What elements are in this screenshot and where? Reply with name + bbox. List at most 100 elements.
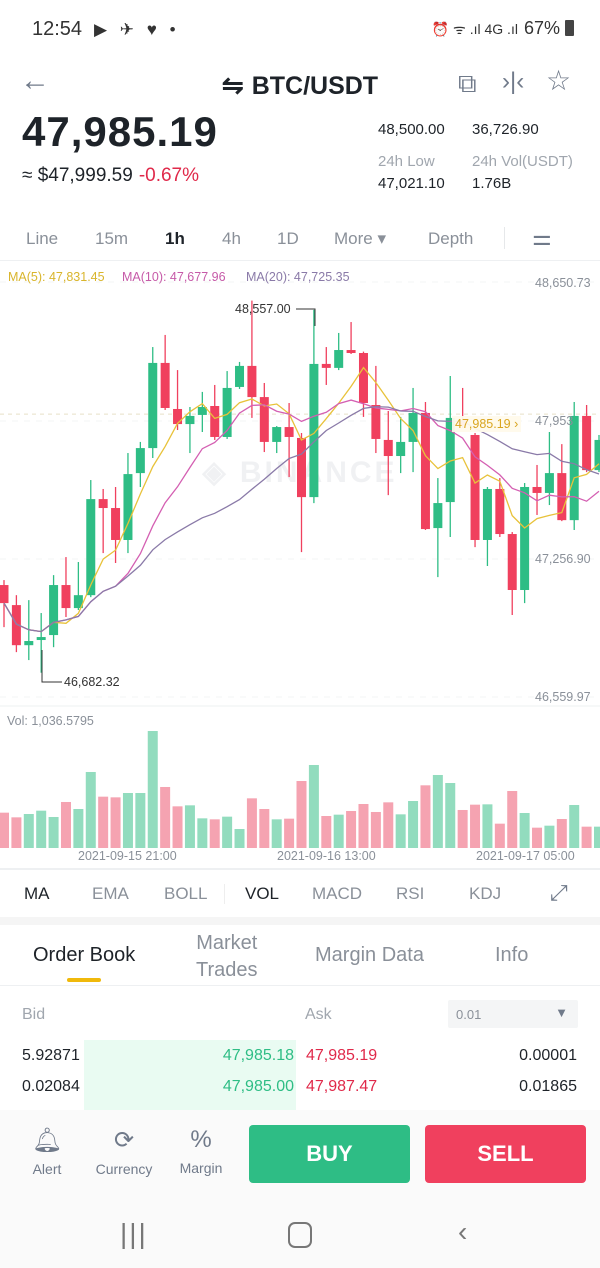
candle-body xyxy=(36,637,46,641)
high-marker-line xyxy=(296,308,316,326)
ma10-legend: MA(10): 47,677.96 xyxy=(122,270,226,284)
indicator-rsi[interactable]: RSI xyxy=(396,884,425,903)
share-icon[interactable]: ⧉ xyxy=(458,68,477,98)
active-tab-indicator xyxy=(67,978,101,982)
tab-more[interactable]: More ▾ xyxy=(334,229,386,248)
volume-bar xyxy=(122,792,133,848)
chart-settings-icon[interactable]: ⚌ xyxy=(532,225,552,250)
volume-bar xyxy=(333,814,344,848)
home-icon[interactable] xyxy=(288,1222,312,1248)
candle-body xyxy=(24,641,34,646)
volume-bar xyxy=(358,804,369,848)
compare-icon[interactable]: ›|‹ xyxy=(502,68,525,95)
recent-apps-icon[interactable]: ||| xyxy=(120,1218,148,1249)
volume-bar xyxy=(147,731,158,848)
volume-bar xyxy=(370,811,381,848)
tab-line[interactable]: Line xyxy=(26,229,59,248)
currency-label: Currency xyxy=(95,1161,153,1177)
tab-margin-data[interactable]: Margin Data xyxy=(315,944,424,966)
volume-bar xyxy=(420,785,431,848)
indicator-macd[interactable]: MACD xyxy=(312,884,363,903)
tab-1h[interactable]: 1h xyxy=(165,229,185,248)
candle-body xyxy=(284,427,294,437)
volume-bar xyxy=(160,786,171,848)
usd-equivalent: ≈ $47,999.59 xyxy=(22,165,133,186)
volume-bar xyxy=(494,823,505,848)
tab-depth[interactable]: Depth xyxy=(428,229,474,248)
fullscreen-expand-icon[interactable]: ⤢ xyxy=(550,880,568,905)
indicator-ma[interactable]: MA xyxy=(24,884,50,903)
candle-body xyxy=(346,350,356,354)
tab-15m[interactable]: 15m xyxy=(95,229,129,248)
volume-bar xyxy=(197,818,208,848)
back-arrow-icon[interactable]: ← xyxy=(20,64,50,97)
tab-4h[interactable]: 4h xyxy=(222,229,241,248)
candle-body xyxy=(582,415,592,471)
pair-title[interactable]: ⇋ BTC/USDT xyxy=(0,70,600,101)
volume-bar xyxy=(222,816,233,848)
candle-body xyxy=(259,397,269,442)
alert-button[interactable]: 🔔︎ Alert xyxy=(12,1126,82,1177)
volume-bar xyxy=(532,827,543,848)
volume-bar xyxy=(482,804,493,848)
x-axis-label: 2021-09-15 21:00 xyxy=(78,849,177,863)
favorite-star-icon[interactable]: ☆ xyxy=(546,65,572,96)
ask-price[interactable]: 47,985.19 xyxy=(306,1047,378,1064)
notification-icons: ▶ ✈ ♥ • xyxy=(94,20,180,39)
bid-price[interactable]: 47,985.00 xyxy=(222,1078,294,1095)
candle-body xyxy=(61,585,71,609)
indicator-kdj[interactable]: KDJ xyxy=(469,884,502,903)
volume-bar xyxy=(470,804,481,848)
volume-bar xyxy=(172,806,183,848)
high-24h: 48,500.00 xyxy=(378,121,445,138)
high-marker: 48,557.00 xyxy=(235,302,291,316)
indicator-ema[interactable]: EMA xyxy=(92,884,129,903)
candle-body xyxy=(111,508,121,540)
currency-button[interactable]: ⟳ Currency xyxy=(89,1126,159,1177)
vol-btc-24h: 36,726.90 xyxy=(472,121,539,138)
candle-body xyxy=(173,408,183,425)
candle-body xyxy=(222,387,232,437)
volume-bar xyxy=(209,819,220,848)
y-axis-label: 48,650.73 xyxy=(535,276,591,290)
volume-bar xyxy=(395,814,406,848)
sell-button[interactable]: SELL xyxy=(425,1125,586,1183)
ask-price[interactable]: 47,987.47 xyxy=(306,1078,378,1095)
tab-info[interactable]: Info xyxy=(495,944,529,966)
volume-bar xyxy=(234,829,245,848)
ma20-line xyxy=(3,406,600,633)
candle-body xyxy=(272,427,282,442)
candle-body xyxy=(148,362,158,449)
candle-body xyxy=(544,473,554,493)
tab-market-trades[interactable]: Market Trades xyxy=(196,932,258,981)
price-change: -0.67% xyxy=(138,165,200,186)
divider xyxy=(0,868,600,870)
candle-body xyxy=(433,503,443,529)
candle-body xyxy=(569,415,579,521)
candle-body xyxy=(482,488,492,540)
back-nav-icon[interactable]: ‹ xyxy=(458,1216,468,1247)
candle-body xyxy=(371,405,381,439)
candle-body xyxy=(210,406,220,437)
tab-order-book[interactable]: Order Book xyxy=(33,944,136,966)
percent-icon: % xyxy=(190,1126,212,1153)
bid-price[interactable]: 47,985.18 xyxy=(222,1047,294,1064)
precision-select[interactable]: 0.01 ▼ xyxy=(448,1000,578,1028)
indicator-vol[interactable]: VOL xyxy=(245,884,280,903)
volume-label: Vol: 1,036.5795 xyxy=(7,714,94,728)
y-axis-label: 46,559.97 xyxy=(535,690,591,704)
candlestick-chart[interactable]: ◈ BINANCE xyxy=(0,0,600,870)
volume-bar xyxy=(321,816,332,848)
candle-body xyxy=(470,434,480,540)
margin-button[interactable]: % Margin xyxy=(166,1126,236,1176)
x-axis-label: 2021-09-16 13:00 xyxy=(277,849,376,863)
last-price-tag[interactable]: 47,985.19 › xyxy=(452,416,522,432)
candle-body xyxy=(86,499,96,596)
buy-button[interactable]: BUY xyxy=(249,1125,410,1183)
candle-body xyxy=(98,499,108,509)
tab-1d[interactable]: 1D xyxy=(277,229,299,248)
candle-body xyxy=(594,439,600,471)
candle-body xyxy=(235,365,245,387)
indicator-boll[interactable]: BOLL xyxy=(164,884,208,903)
low-24h: 47,021.10 xyxy=(378,175,445,192)
